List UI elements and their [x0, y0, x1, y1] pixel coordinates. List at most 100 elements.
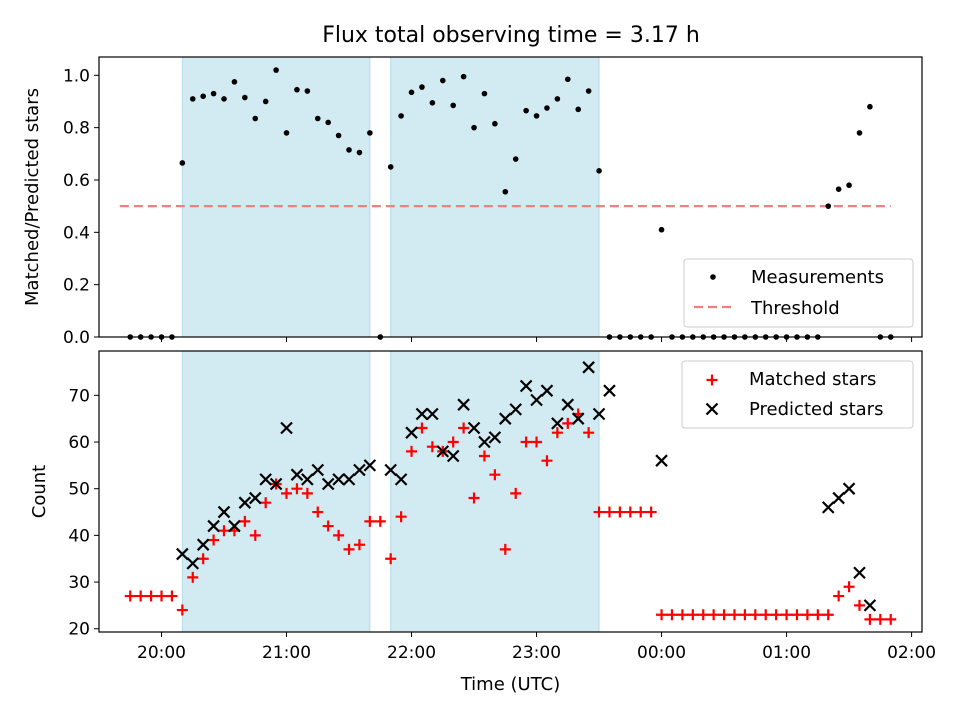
- predicted-star-point: [519, 379, 533, 393]
- xtick-label: 21:00: [262, 643, 311, 663]
- predicted-star-point: [853, 566, 866, 579]
- predicted-star-point: [196, 538, 210, 551]
- predicted-star-point: [821, 501, 835, 514]
- legend-marker-predicted-stars: [705, 402, 719, 416]
- predicted-star-point: [509, 403, 522, 416]
- predicted-star-point: [499, 412, 512, 425]
- measurement-point: [262, 98, 269, 105]
- predicted-star-point: [540, 384, 554, 397]
- bottom-legend-box: [681, 360, 914, 429]
- matched-star-point: [812, 609, 824, 621]
- matched-star-point: [687, 609, 699, 621]
- predicted-star-point: [311, 463, 325, 477]
- matched-star-point: [406, 445, 418, 457]
- matched-star-point: [843, 581, 855, 593]
- top-legend: Measurements Threshold: [683, 258, 914, 328]
- top-plot-frame: [98, 56, 923, 338]
- bottom-ytick-label: 70: [68, 386, 90, 406]
- predicted-star-point: [248, 491, 262, 505]
- measurement-point: [294, 86, 300, 93]
- matched-star-point: [739, 609, 751, 621]
- matched-star-point: [624, 506, 636, 518]
- matched-star-point: [281, 487, 293, 499]
- matched-star-point: [770, 609, 782, 621]
- measurement-point: [273, 67, 279, 73]
- xtick-label: 00:00: [637, 643, 686, 663]
- measurement-point: [502, 188, 509, 195]
- predicted-star-point: [176, 547, 189, 561]
- matched-star-point: [583, 427, 595, 439]
- matched-star-point: [801, 609, 813, 621]
- measurement-point: [283, 130, 290, 136]
- bottom-ytick-label: 40: [68, 526, 90, 546]
- measurement-point: [585, 88, 592, 94]
- predicted-star-point: [269, 477, 283, 491]
- measurement-point: [867, 103, 873, 110]
- predicted-star-point: [384, 463, 397, 477]
- matched-star-point: [864, 613, 876, 625]
- predicted-star-point: [363, 459, 377, 472]
- legend-marker-measurements: [710, 274, 716, 280]
- bottom-ytick-label: 20: [68, 620, 90, 640]
- matched-star-point: [822, 609, 834, 621]
- matched-star-point: [145, 590, 157, 602]
- bottom-ytick-label: 50: [68, 480, 90, 500]
- measurement-point: [231, 79, 238, 85]
- measurement-point: [439, 77, 446, 84]
- matched-star-point: [489, 469, 501, 481]
- predicted-star-point: [530, 393, 543, 407]
- measurement-point: [450, 102, 457, 109]
- measurement-point: [221, 96, 227, 102]
- predicted-star-point: [842, 482, 856, 495]
- measurement-point: [554, 96, 561, 102]
- predicted-star-point: [353, 463, 366, 477]
- matched-star-point: [197, 553, 209, 565]
- matched-star-point: [124, 590, 136, 602]
- matched-star-point: [520, 436, 532, 448]
- matched-star-point: [322, 520, 334, 532]
- matched-star-point: [187, 571, 199, 583]
- predicted-star-point: [405, 426, 418, 439]
- legend-marker-matched-stars: [706, 374, 718, 386]
- matched-star-point: [395, 511, 407, 523]
- measurement-point: [429, 99, 436, 106]
- bottom-y-axis-label: Count: [29, 465, 50, 518]
- matched-star-point: [833, 590, 845, 602]
- matched-star-point: [364, 515, 376, 527]
- measurement-point: [492, 120, 498, 127]
- matched-star-point: [666, 609, 678, 621]
- matched-star-point: [156, 590, 168, 602]
- matched-star-point: [343, 543, 355, 555]
- matched-star-point: [260, 497, 272, 509]
- predicted-star-point: [332, 473, 345, 486]
- predicted-star-point: [217, 505, 231, 519]
- matched-star-point: [458, 422, 470, 434]
- bottom-observing-interval-1: [390, 350, 600, 633]
- top-observing-interval-0: [181, 56, 371, 338]
- measurement-point: [325, 119, 331, 126]
- predicted-star-point: [301, 473, 314, 486]
- measurement-point: [658, 226, 665, 233]
- matched-star-point: [135, 590, 147, 602]
- matched-star-point: [656, 609, 668, 621]
- predicted-star-point: [446, 449, 460, 463]
- xtick-label: 20:00: [137, 643, 186, 663]
- matched-star-point: [208, 534, 220, 546]
- matched-star-point: [562, 417, 574, 429]
- xtick-label: 22:00: [387, 643, 436, 663]
- predicted-star-point: [571, 412, 585, 425]
- predicted-star-point: [280, 421, 293, 435]
- bottom-panel: 20 30 40 50 60 70 20:00 21:00 22:00 23:00 00:00 01:…: [29, 350, 936, 695]
- predicted-star-point: [290, 468, 304, 481]
- measurement-point: [419, 84, 425, 90]
- matched-star-point: [426, 441, 438, 453]
- top-ytick-label: 0.0: [63, 328, 90, 348]
- matched-star-point: [791, 609, 803, 621]
- top-y-axis-label: Matched/Predicted stars: [22, 88, 43, 306]
- legend-label-measurements: Measurements: [751, 267, 884, 288]
- bottom-plot-frame: [98, 350, 923, 633]
- measurement-point: [189, 96, 196, 102]
- measurement-point: [346, 147, 352, 153]
- matched-star-point: [468, 492, 480, 504]
